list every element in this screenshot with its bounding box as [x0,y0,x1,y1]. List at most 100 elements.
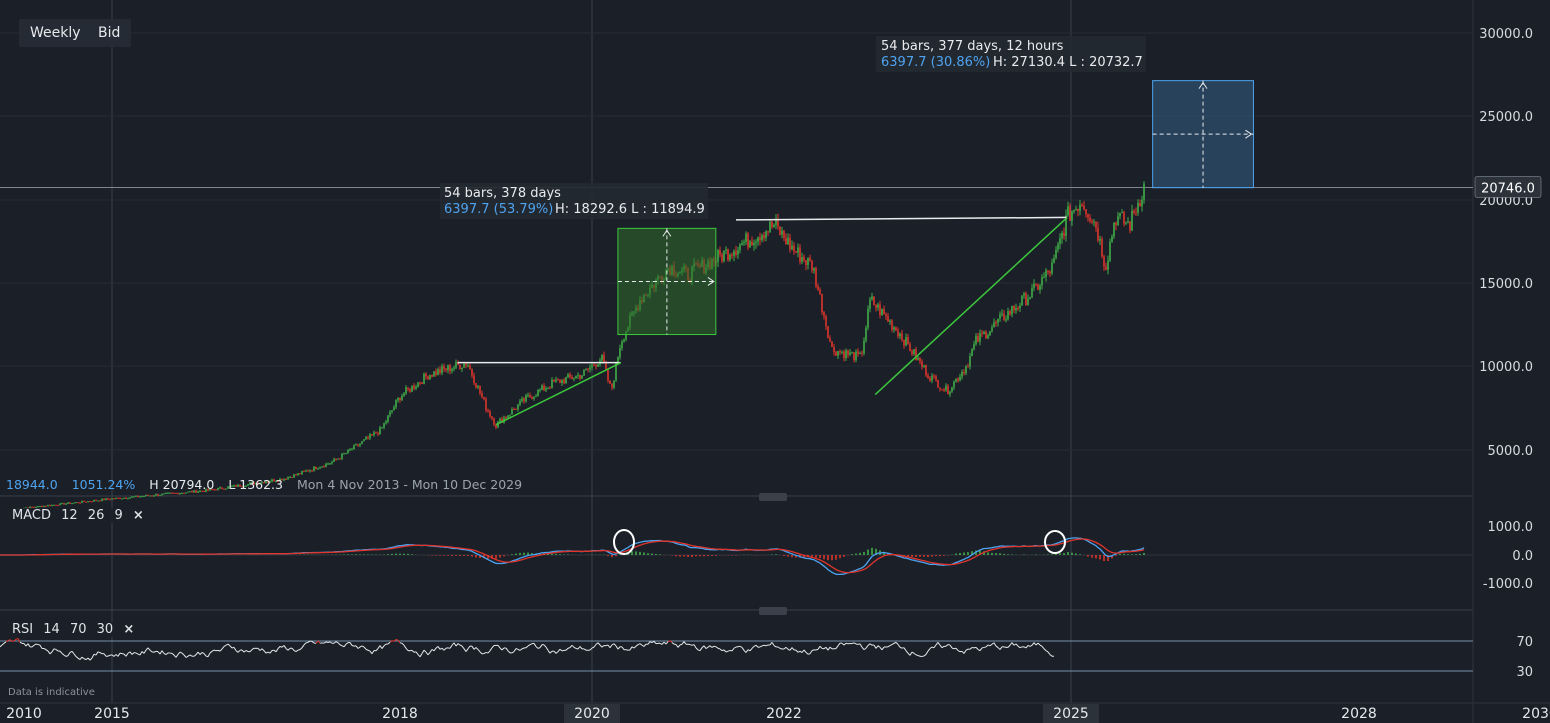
macd-histogram-bar [391,553,393,555]
macd-histogram-bar [647,553,649,555]
macd-tick-label: 0.0 [1512,549,1533,564]
candle-body [367,437,369,439]
macd-histogram-bar [771,554,773,555]
candle-body [1097,227,1099,241]
candle-body [221,487,223,489]
candle-body [131,496,133,498]
candle-body [213,489,215,491]
rsi-segment [825,647,829,651]
candle-body [485,399,487,411]
candle-body [263,482,265,484]
candle-body [609,380,611,384]
candle-body [87,501,89,503]
rsi-segment [329,641,333,644]
macd-histogram-bar [927,555,929,558]
rsi-segment [85,657,89,661]
macd-histogram-bar [863,551,865,555]
candle-body [195,490,197,493]
candle-body [911,351,913,355]
candle-body [173,492,175,494]
rsi-segment [213,649,217,652]
candle-body [335,459,337,461]
rsi-segment [483,651,487,654]
rsi-segment [713,645,717,648]
time-tick-label: 2018 [382,706,418,722]
rsi-segment [251,647,255,650]
candle-body [1069,206,1071,221]
rsi-segment [897,644,901,648]
rsi-legend[interactable]: RSI 14 70 30 × [8,622,139,637]
rsi-segment [37,644,41,646]
rsi-segment [545,646,549,651]
candle-body [615,362,617,381]
rsi-tick-label: 70 [1516,635,1533,650]
rsi-segment [559,648,563,652]
measure-green-arrow-right [707,277,715,286]
rsi-segment [1015,643,1019,647]
candle-body [741,243,743,245]
rsi-segment [617,646,621,650]
rsi-segment [325,641,329,643]
macd-histogram-bar [915,555,917,558]
candle-body [523,398,525,402]
rsi-segment [879,646,883,651]
rsi-segment [983,646,987,648]
rsi-segment [1045,650,1049,653]
candle-body [259,483,261,485]
macd-histogram-bar [735,555,737,556]
candle-body [983,331,985,334]
rsi-segment [549,650,553,654]
price-type-button[interactable]: Bid [87,19,132,47]
rsi-segment [51,648,55,653]
timeframe-button[interactable]: Weekly [19,19,92,47]
candle-body [845,350,847,359]
candle-body [137,495,139,497]
candle-body [789,237,791,250]
candle-body [857,351,859,354]
macd-legend[interactable]: MACD 12 26 9 × [8,508,148,523]
candle-body [1089,217,1091,221]
candle-body [91,501,93,503]
candle-body [269,481,271,483]
candle-body [787,237,789,245]
candle-body [203,490,205,492]
candle-body [1101,238,1103,257]
rsi-segment [677,644,681,648]
rsi-segment [337,642,341,646]
macd-histogram-bar [871,547,873,555]
candle-body [527,395,529,397]
candle-body [275,480,277,482]
rsi-segment [519,648,523,651]
support-trendline-2 [874,216,1068,396]
macd-close-icon[interactable]: × [132,508,144,523]
candle-body [831,341,833,347]
rsi-segment [111,654,115,657]
rsi-segment [163,653,167,656]
candle-body [893,327,895,330]
candle-body [493,418,495,425]
macd-histogram-bar [971,551,973,555]
measure-2-label-bg [876,36,1146,72]
candle-body [83,500,85,502]
rsi-segment [387,641,391,645]
macd-histogram-bar [839,555,841,559]
rsi-segment [267,651,271,654]
macd-histogram-bar [403,553,405,555]
candle-body [593,364,595,366]
rsi-segment [923,654,927,657]
support-trendline-1 [495,362,622,426]
candle-body [1115,222,1117,226]
macd-histogram-bar [1135,554,1137,555]
candle-body [329,463,331,465]
macd-histogram-bar [883,551,885,555]
rsi-close-icon[interactable]: × [123,622,135,637]
candle-body [771,221,773,228]
price-tick-label: 5000.0 [1488,444,1534,459]
macd-histogram-bar [1103,555,1105,562]
candle-body [933,375,935,377]
candle-body [209,489,211,491]
rsi-segment [403,644,407,649]
rsi-segment [749,648,753,652]
